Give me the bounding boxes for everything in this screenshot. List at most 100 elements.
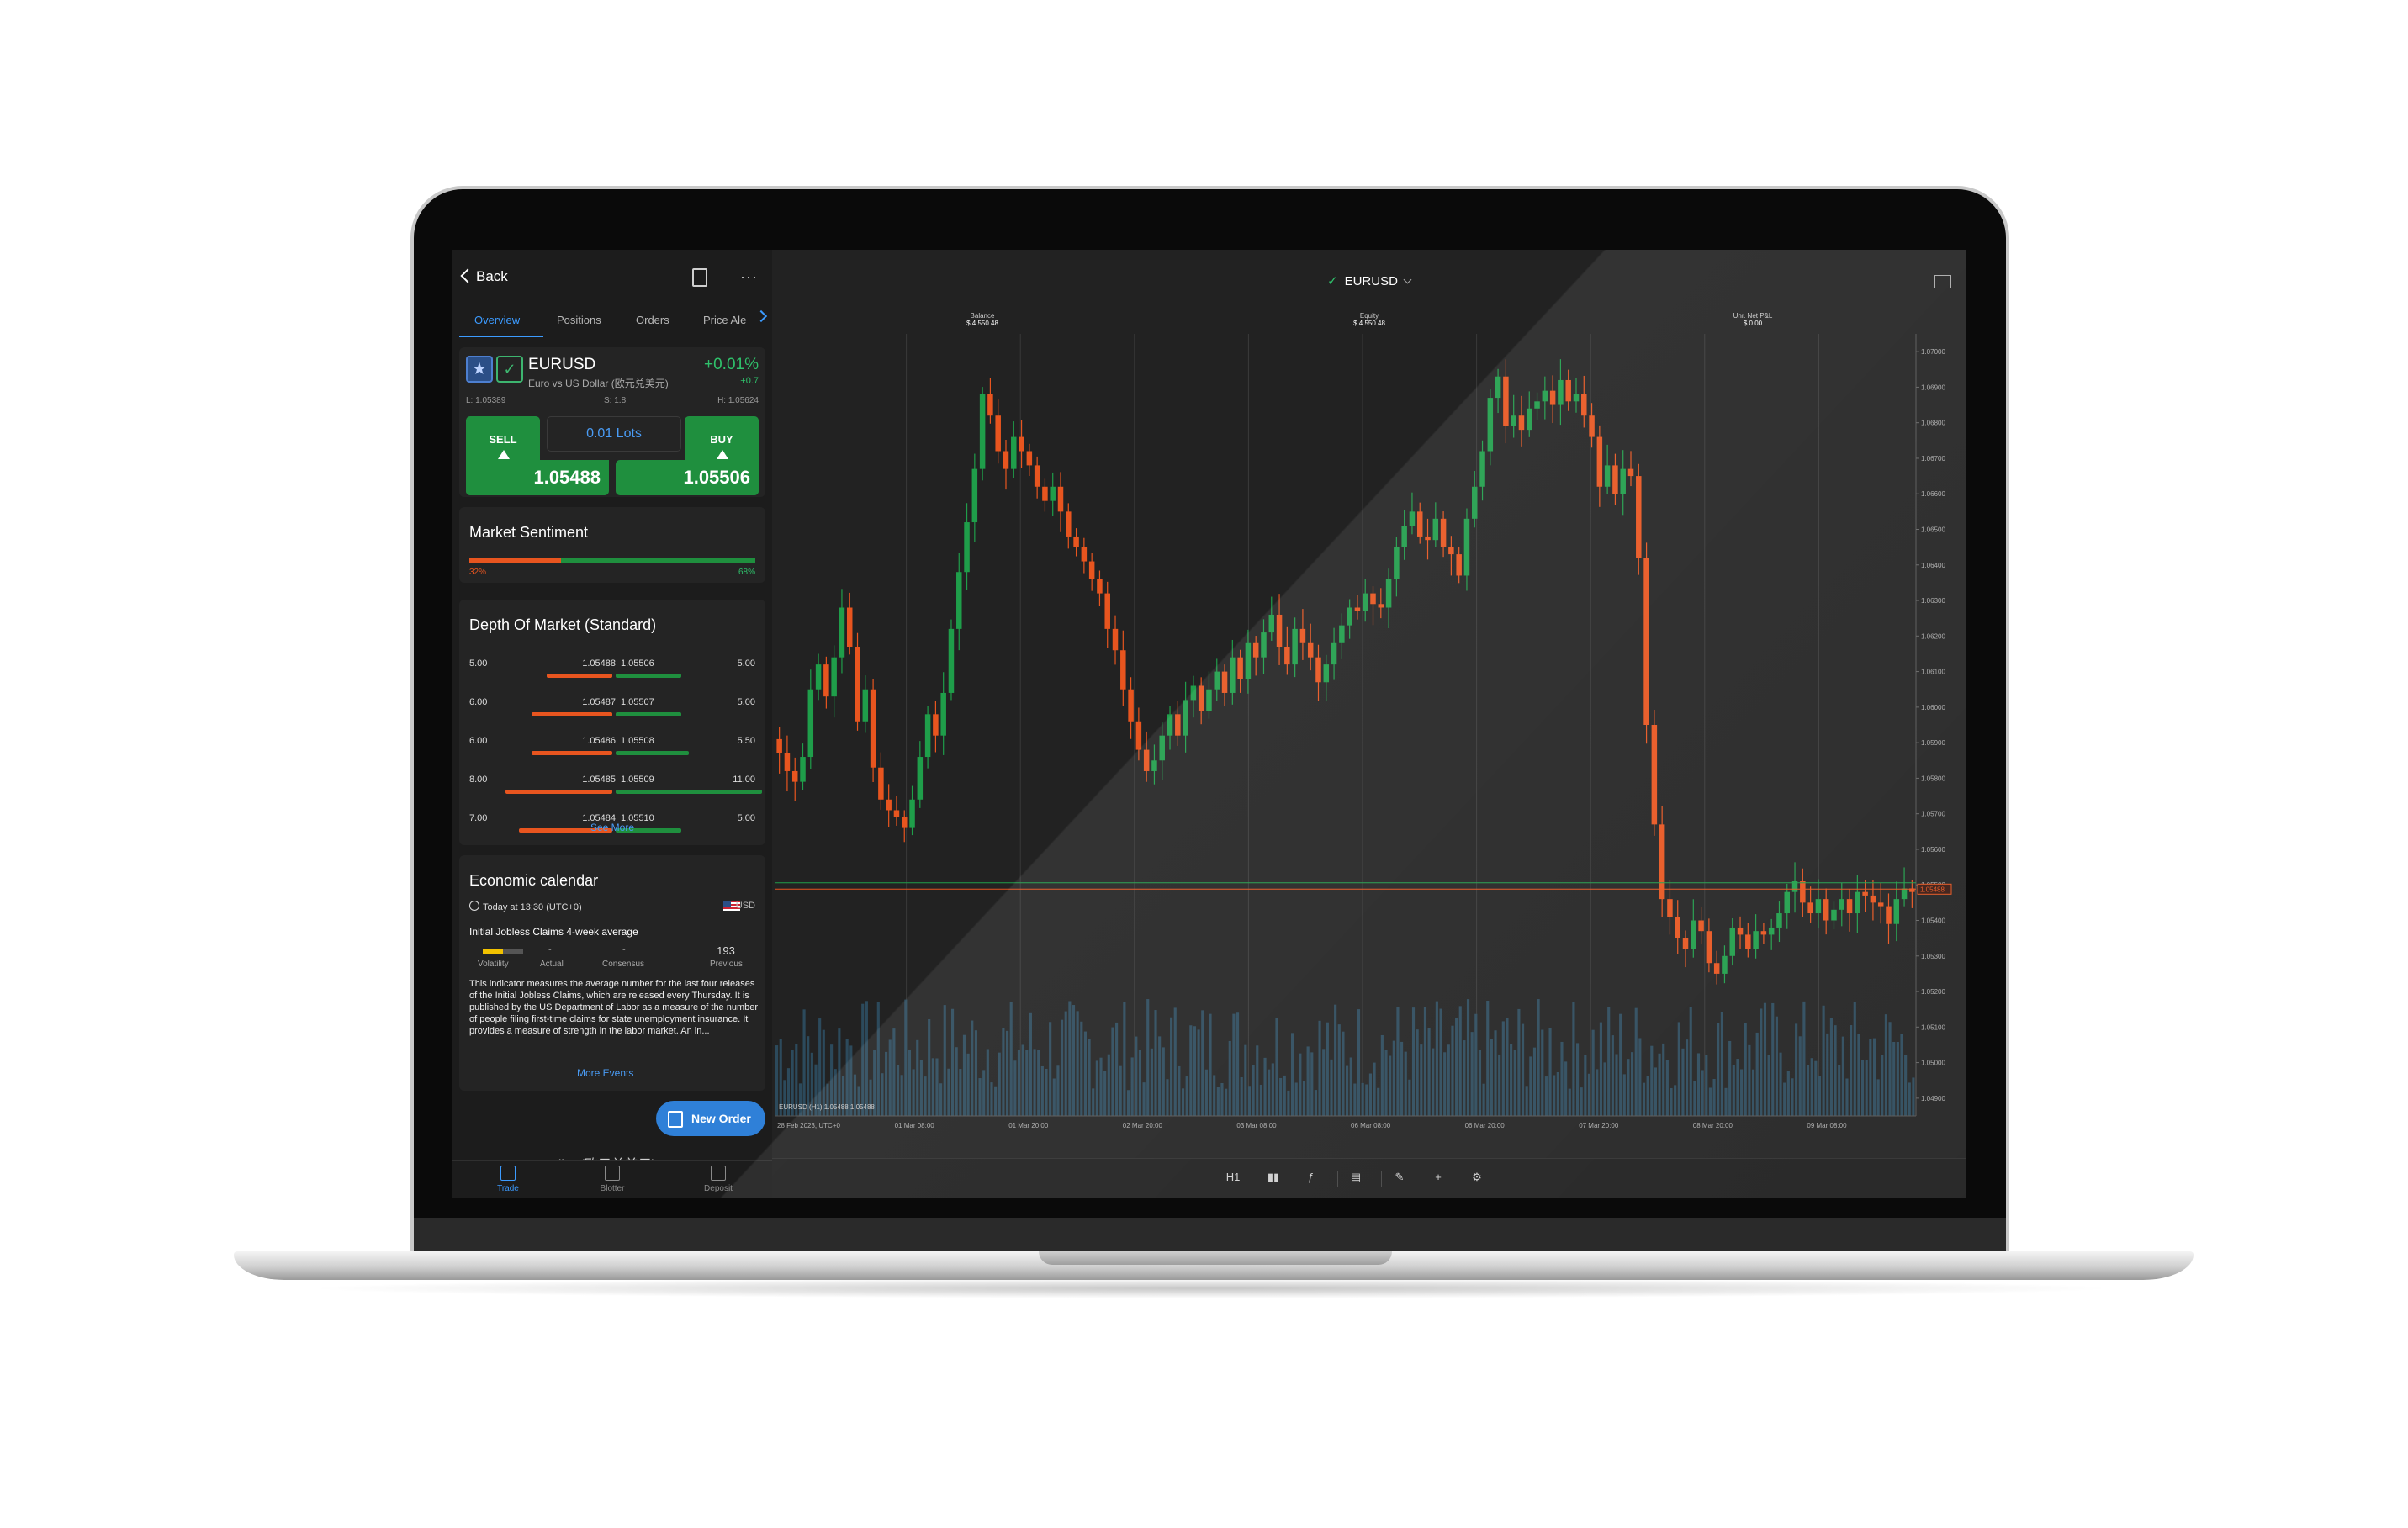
volume-bar [1876, 1079, 1880, 1116]
candle-body [1604, 465, 1611, 487]
volume-bar [1834, 1025, 1837, 1116]
candle-body [1057, 486, 1064, 512]
price-tag-box [1917, 883, 1952, 895]
volume-bar [1189, 1025, 1193, 1116]
depth-of-market-card: Depth Of Market (Standard) 5.00 1.05488 1.… [459, 600, 765, 845]
calculator-icon[interactable] [692, 268, 707, 287]
see-more-link[interactable]: See More [590, 822, 635, 833]
volume-bar [1802, 1001, 1806, 1116]
pnl-stat: Unr. Net P&L $ 0.00 [1702, 312, 1803, 327]
more-icon[interactable]: ··· [740, 268, 758, 285]
volume-bar [1712, 1079, 1716, 1116]
volume-bar [1368, 1073, 1373, 1116]
x-tick-label: 09 Mar 08:00 [1807, 1122, 1847, 1129]
triangle-up-icon [498, 450, 510, 459]
y-tick-label: 1.05000 [1921, 1060, 1945, 1067]
bottom-nav: Trade Blotter Deposit [452, 1160, 772, 1198]
volume-bar [1642, 1082, 1646, 1116]
volume-bar [1650, 1045, 1654, 1116]
volume-bar [966, 1053, 970, 1116]
volume-bar [1587, 1073, 1591, 1116]
candle-body [1862, 891, 1868, 896]
volume-bar [990, 1082, 993, 1116]
candle-body [940, 692, 946, 736]
indicator-icon[interactable]: ƒ [1307, 1171, 1314, 1183]
dom-bid-price: 1.05488 [582, 658, 616, 669]
candle-body [1416, 511, 1423, 537]
volume-bar [947, 1068, 950, 1116]
candle-body [1589, 415, 1595, 437]
symbol-card: ★ ✓ EURUSD Euro vs US Dollar (欧元兑美元) +0.… [459, 347, 765, 497]
volume-bar [1396, 1007, 1400, 1116]
star-icon[interactable]: ★ [466, 356, 493, 383]
volume-bar [1138, 1050, 1142, 1116]
candle-body [1128, 689, 1134, 722]
dom-ask-price: 1.05510 [621, 813, 654, 823]
tab-price-alerts[interactable]: Price Ale [703, 314, 747, 326]
nav-blotter-label: Blotter [600, 1184, 625, 1193]
volume-bar [830, 1044, 834, 1116]
candle-body [1479, 451, 1485, 487]
sell-price[interactable]: 1.05488 [466, 460, 609, 495]
volume-bar [1622, 1074, 1626, 1116]
candle-body [1276, 614, 1283, 647]
volume-bar [1244, 1044, 1247, 1116]
clock-icon [469, 901, 479, 911]
tab-overview[interactable]: Overview [474, 314, 521, 326]
candle-body [1026, 451, 1033, 466]
nav-blotter[interactable]: Blotter [587, 1166, 638, 1193]
volume-bar [881, 1073, 884, 1116]
more-events-link[interactable]: More Events [577, 1067, 634, 1079]
volume-bar [1506, 1018, 1509, 1116]
timeframe-button[interactable]: H1 [1225, 1171, 1241, 1183]
buy-price[interactable]: 1.05506 [616, 460, 759, 495]
crosshair-icon[interactable]: + [1435, 1171, 1442, 1183]
nav-deposit[interactable]: Deposit [693, 1166, 744, 1193]
candle-body [987, 394, 993, 416]
check-icon[interactable]: ✓ [496, 356, 523, 383]
y-tick-label: 1.07000 [1921, 348, 1945, 356]
candle-body [855, 647, 860, 722]
drawing-icon[interactable]: ✎ [1395, 1171, 1405, 1183]
volume-bar [900, 1075, 903, 1116]
dom-ask-qty: 5.50 [737, 736, 755, 746]
candle-body [1120, 650, 1126, 690]
candle-body [1791, 881, 1798, 892]
volume-bar [1482, 1083, 1485, 1116]
volume-bar [1677, 1022, 1680, 1116]
candle-body [1221, 671, 1228, 693]
tab-orders[interactable]: Orders [636, 314, 669, 326]
volume-bar [1275, 1018, 1278, 1116]
candle-body [1011, 436, 1017, 469]
volume-bar [1521, 1023, 1525, 1116]
back-label: Back [476, 268, 508, 284]
symbol-selector[interactable]: ✓ EURUSD [1327, 273, 1412, 288]
tab-positions[interactable]: Positions [557, 314, 601, 326]
volume-bar [1728, 1040, 1732, 1116]
volume-bar [1353, 1083, 1357, 1116]
lots-input[interactable]: 0.01 Lots [547, 416, 681, 452]
x-tick-label: 07 Mar 20:00 [1579, 1122, 1619, 1129]
fullscreen-icon[interactable] [1934, 275, 1951, 288]
back-button[interactable]: Back [460, 268, 508, 285]
left-tabs: Overview Positions Orders Price Ale [452, 307, 772, 336]
nav-trade[interactable]: Trade [483, 1166, 533, 1193]
candle-body [1503, 376, 1509, 426]
volume-bar [1908, 1082, 1911, 1116]
econ-previous: 193 [717, 944, 735, 957]
candle-body [1463, 518, 1470, 576]
order-ticket-icon[interactable]: ▤ [1350, 1171, 1362, 1183]
volume-bar [1021, 1044, 1024, 1116]
settings-icon[interactable]: ⚙ [1472, 1171, 1482, 1183]
candle-body [956, 572, 962, 629]
volume-bar [1072, 1005, 1076, 1116]
price-chart[interactable]: 1.07000 1.06900 1.06800 1.06700 1.06600 1.065… [772, 334, 1966, 1158]
candle-body [823, 664, 829, 697]
y-tick-label: 1.06900 [1921, 383, 1945, 391]
candle-body [917, 757, 924, 800]
volume-bar [1568, 1088, 1571, 1116]
new-order-button[interactable]: New Order [656, 1101, 765, 1136]
dom-ask-bar [616, 712, 682, 716]
chart-type-icon[interactable]: ▮▮ [1267, 1171, 1280, 1183]
volume-bar [1717, 1023, 1720, 1116]
